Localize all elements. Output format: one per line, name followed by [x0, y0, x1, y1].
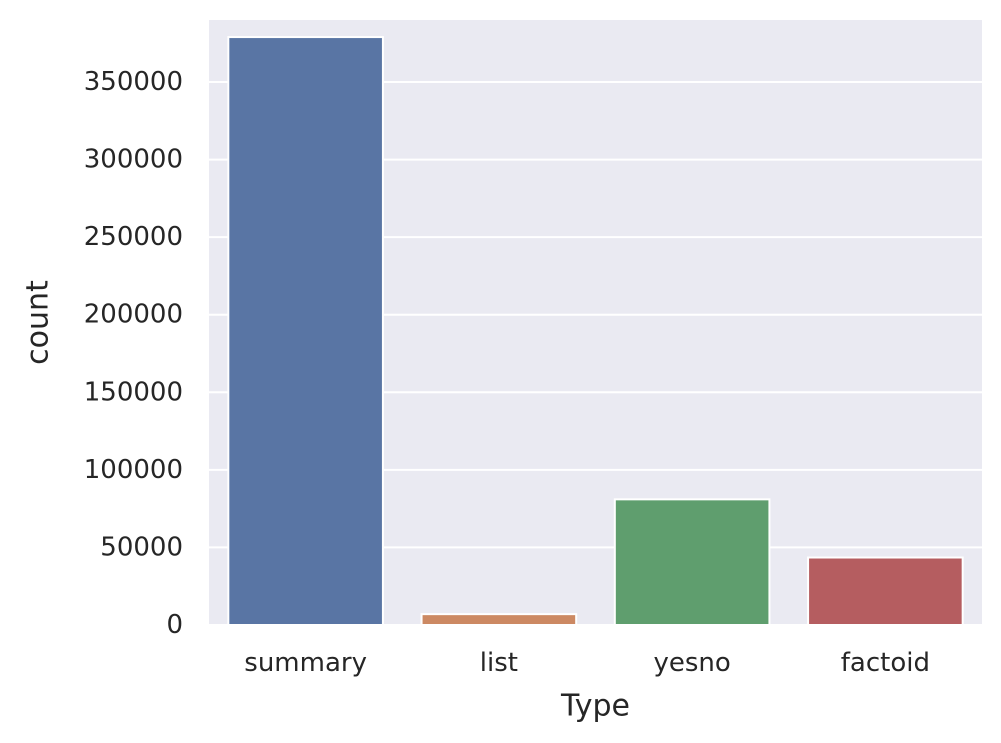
y-tick-label: 50000 [100, 532, 183, 562]
x-tick-label-summary: summary [244, 648, 367, 678]
y-axis-label: count [21, 280, 56, 365]
y-tick-label: 0 [166, 610, 183, 640]
bar-list [420, 613, 578, 627]
y-tick-label: 100000 [84, 455, 183, 485]
bar-factoid [807, 556, 964, 626]
y-tick-label: 150000 [84, 377, 183, 407]
bars [227, 36, 964, 627]
bar-summary [227, 36, 384, 627]
x-tick-label-yesno: yesno [653, 648, 730, 678]
x-axis-label: Type [560, 689, 630, 724]
y-tick-label: 300000 [84, 145, 183, 175]
x-tick-label-factoid: factoid [841, 648, 930, 678]
y-tick-label: 250000 [84, 222, 183, 252]
y-tick-label: 350000 [84, 67, 183, 97]
y-tick-labels: 0 50000 100000 150000 200000 250000 300000 3500… [84, 67, 183, 640]
x-tick-label-list: list [480, 648, 518, 678]
x-tick-labels: summary list yesno factoid [244, 648, 930, 678]
bar-yesno [613, 498, 771, 627]
y-tick-label: 200000 [84, 300, 183, 330]
